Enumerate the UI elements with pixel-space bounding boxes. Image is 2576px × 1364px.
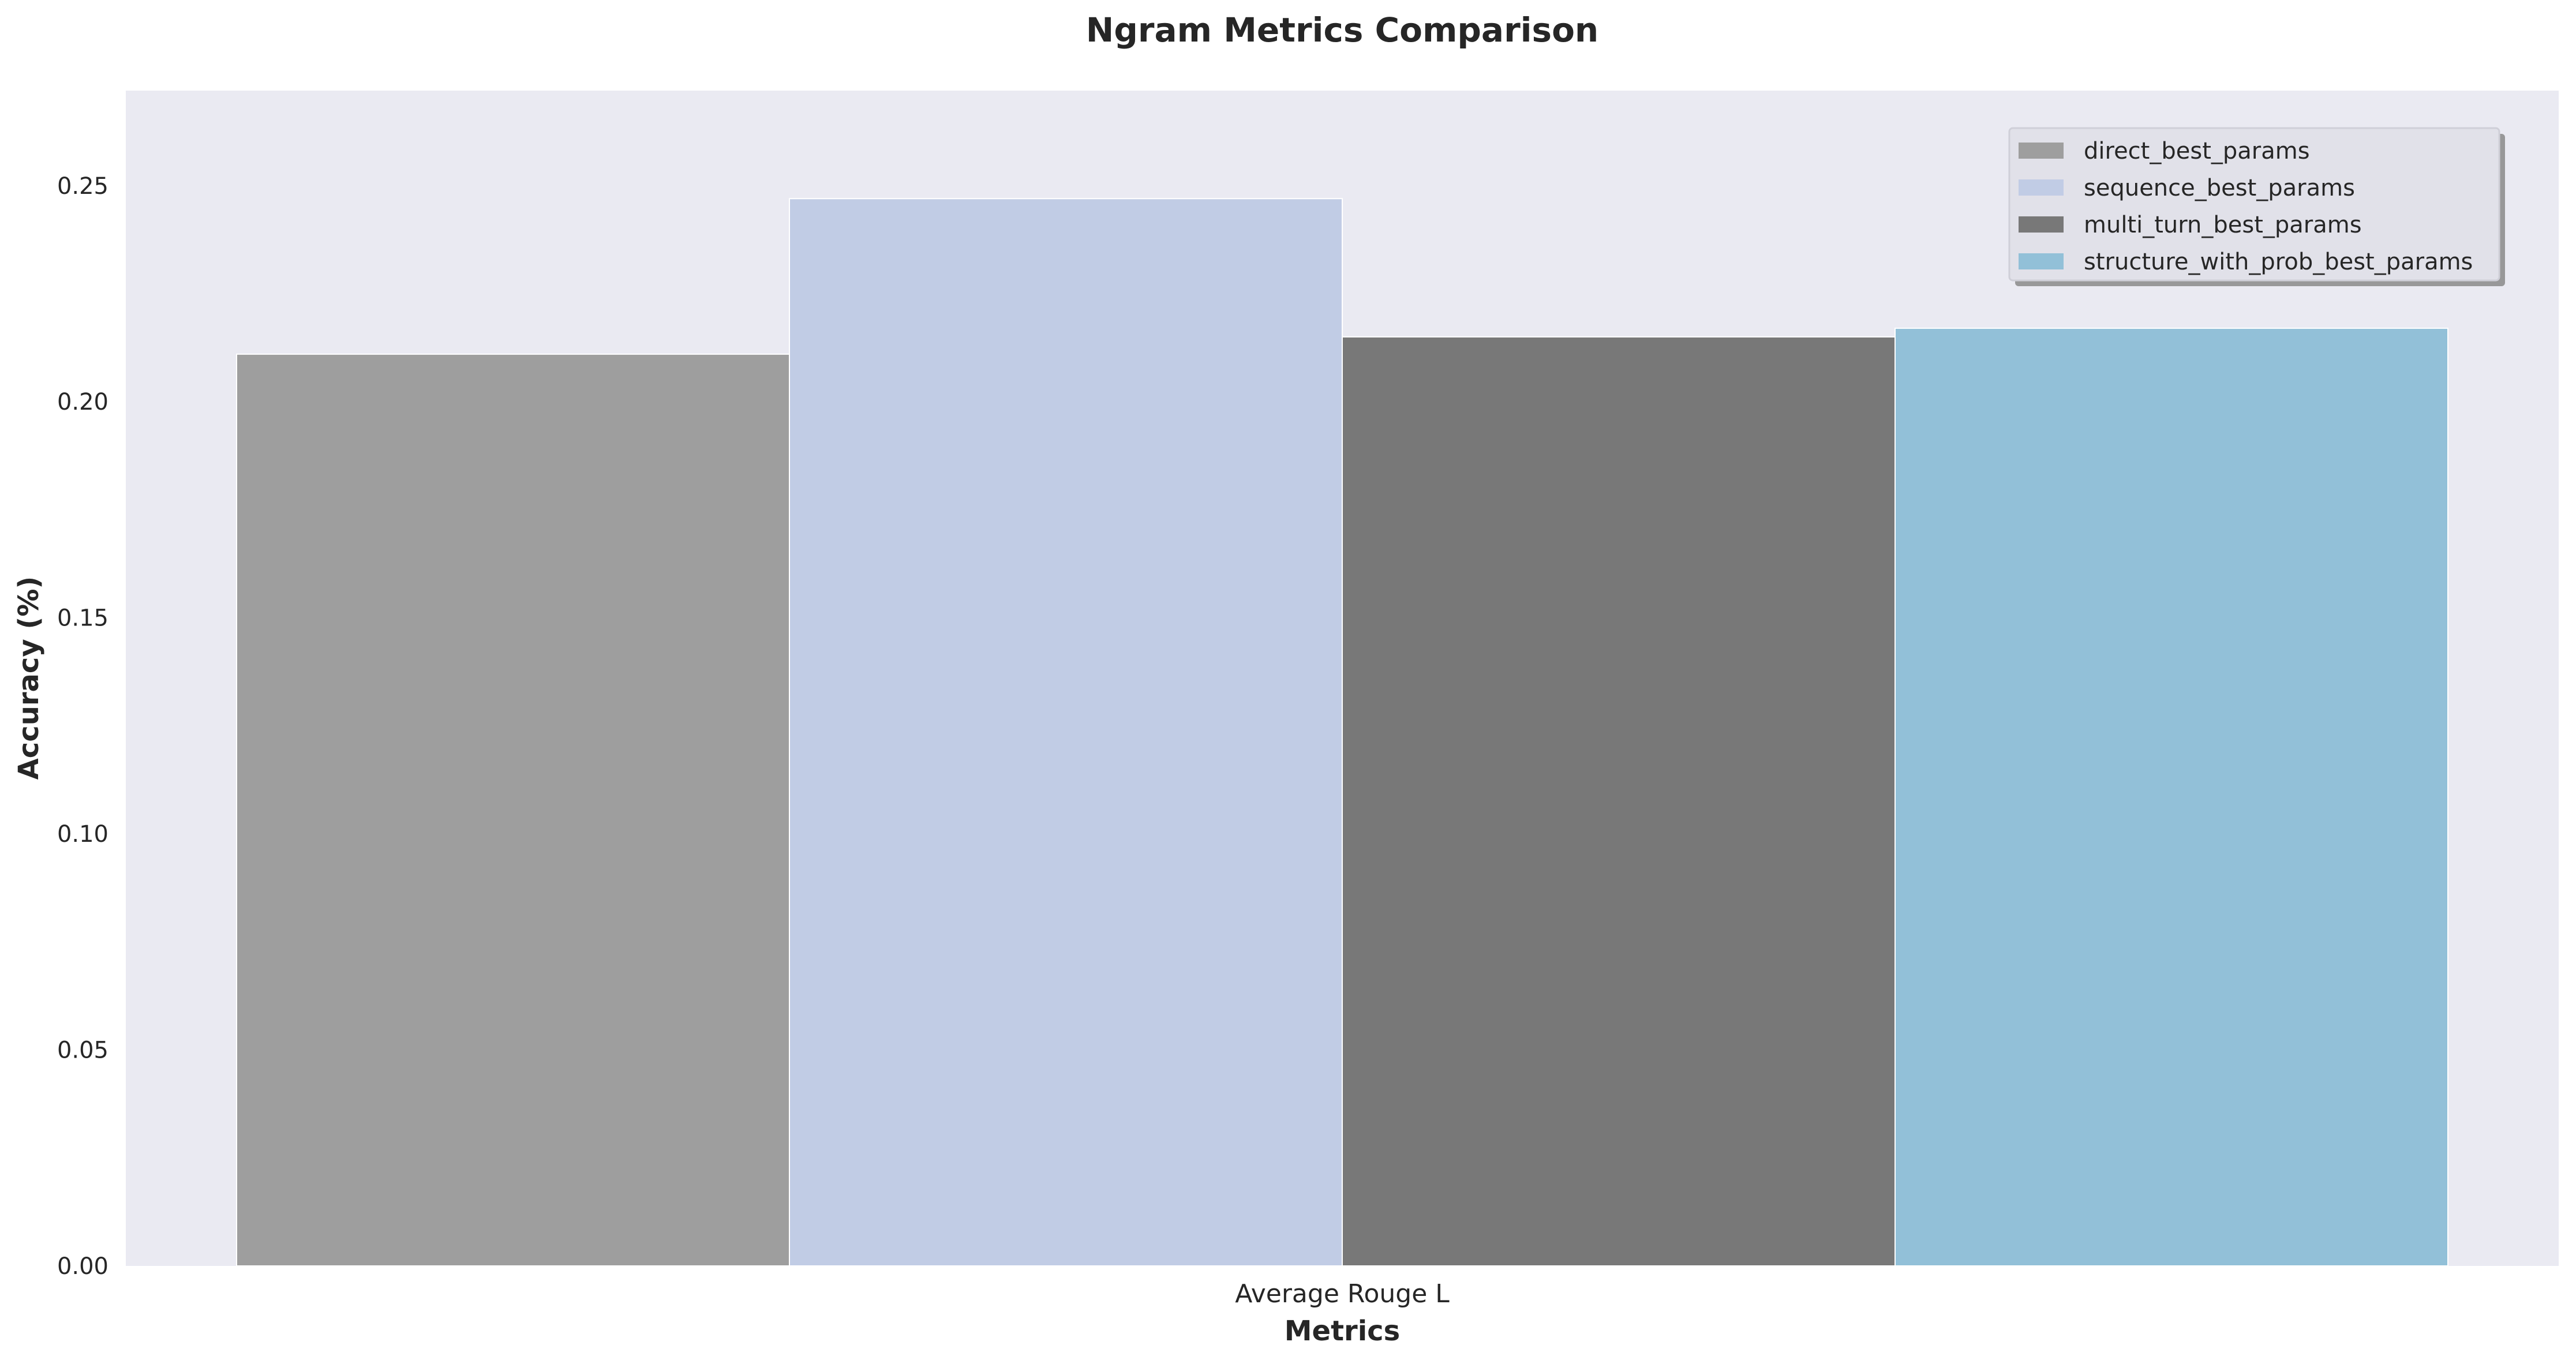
x-axis-label: Metrics <box>1285 1315 1400 1347</box>
legend-items: direct_best_params sequence_best_paramsmu… <box>2019 138 2473 275</box>
x-tick-label: Average Rouge L <box>1235 1279 1450 1309</box>
y-tick-label: 0.00 <box>57 1253 108 1280</box>
legend-frame <box>2008 127 2500 282</box>
y-axis: 0.00 0.05 0.10 0.15 0.20 0.25 <box>57 173 108 1280</box>
bar-sequence-best-params <box>789 198 1343 1267</box>
y-tick-label: 0.15 <box>57 605 108 632</box>
legend-swatch <box>2019 253 2064 269</box>
legend-swatch <box>2019 143 2064 159</box>
bar-structure-with-prob-best-params <box>1894 327 2448 1266</box>
legend-swatch <box>2019 179 2064 196</box>
bar-direct-best-params <box>236 353 790 1267</box>
y-tick-label: 0.25 <box>57 173 108 200</box>
legend-label: multi_turn_best_params <box>2084 212 2362 238</box>
y-tick-label: 0.20 <box>57 389 108 415</box>
y-axis-label: Accuracy (%) <box>13 576 45 780</box>
x-axis: Average Rouge L <box>1235 1279 1450 1309</box>
chart-title: Ngram Metrics Comparison <box>1086 10 1598 50</box>
bar-multi-turn-best-params <box>1342 336 1896 1266</box>
legend-swatch <box>2019 216 2064 233</box>
legend-label: structure_with_prob_best_params <box>2084 249 2473 275</box>
legend-label: sequence_best_params <box>2084 175 2355 201</box>
legend-label: direct_best_params <box>2084 138 2310 164</box>
bars-group <box>236 198 2448 1267</box>
y-tick-label: 0.05 <box>57 1037 108 1064</box>
legend: direct_best_params sequence_best_paramsmu… <box>2008 127 2505 286</box>
y-tick-label: 0.10 <box>57 821 108 848</box>
